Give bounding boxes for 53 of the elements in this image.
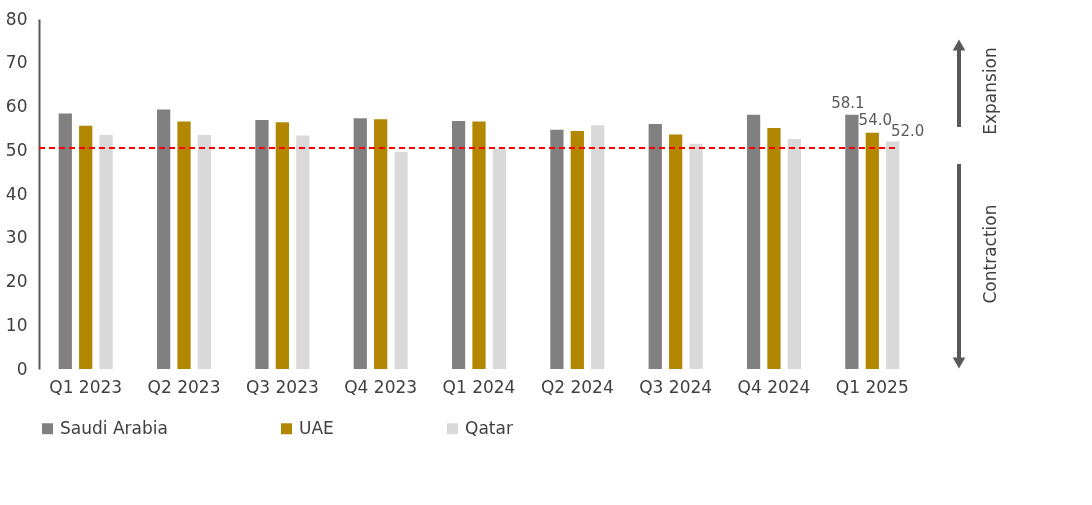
bar bbox=[177, 121, 191, 369]
legend-label: Saudi Arabia bbox=[60, 417, 168, 438]
x-tick-label: Q1 2025 bbox=[835, 376, 909, 397]
bar bbox=[353, 118, 367, 369]
y-tick-label: 40 bbox=[5, 183, 28, 204]
bar bbox=[472, 121, 486, 369]
bar bbox=[845, 114, 859, 369]
legend-label: UAE bbox=[299, 417, 334, 438]
bar bbox=[296, 135, 310, 369]
bar bbox=[394, 152, 408, 369]
y-tick-label: 0 bbox=[16, 358, 28, 379]
bar bbox=[550, 129, 564, 369]
y-tick-label: 20 bbox=[5, 271, 28, 291]
x-tick-label: Q4 2023 bbox=[344, 376, 418, 397]
bar bbox=[79, 125, 93, 369]
x-tick-label: Q3 2023 bbox=[245, 376, 319, 397]
bar bbox=[570, 131, 584, 369]
bar bbox=[648, 124, 662, 369]
y-tick-label: 30 bbox=[5, 227, 28, 248]
bar bbox=[58, 113, 72, 369]
bar bbox=[197, 134, 212, 369]
legend-label: Qatar bbox=[465, 417, 513, 438]
x-tick-label: Q1 2024 bbox=[442, 376, 516, 397]
bar bbox=[275, 122, 289, 369]
bar bbox=[451, 120, 466, 369]
bar bbox=[689, 143, 703, 369]
bar bbox=[492, 148, 507, 369]
y-tick-label: 10 bbox=[5, 314, 28, 335]
data-label: 58.1 bbox=[831, 93, 865, 112]
x-tick-label: Q4 2024 bbox=[737, 376, 811, 397]
y-tick-label: 80 bbox=[5, 8, 28, 29]
bar bbox=[787, 138, 802, 369]
text: Contraction bbox=[980, 204, 1000, 304]
bar bbox=[669, 134, 683, 369]
bar bbox=[591, 125, 605, 369]
data-label: 52.0 bbox=[891, 121, 925, 140]
y-tick-label: 70 bbox=[5, 52, 28, 73]
bar bbox=[255, 120, 269, 369]
x-tick-label: Q2 2024 bbox=[540, 376, 614, 397]
bar bbox=[746, 114, 761, 369]
data-label: 54.0 bbox=[858, 110, 892, 129]
bar bbox=[767, 127, 781, 369]
bar bbox=[865, 132, 879, 369]
text: Expansion bbox=[980, 47, 1000, 135]
x-tick-label: Q2 2023 bbox=[147, 376, 221, 397]
x-tick-label: Q1 2023 bbox=[49, 376, 123, 397]
x-tick-label: Q3 2024 bbox=[639, 376, 713, 397]
bar bbox=[886, 141, 900, 369]
y-tick-label: 50 bbox=[5, 139, 28, 160]
bar bbox=[156, 109, 171, 369]
y-tick-label: 60 bbox=[5, 96, 28, 116]
bar bbox=[374, 119, 388, 369]
bar bbox=[99, 134, 113, 369]
